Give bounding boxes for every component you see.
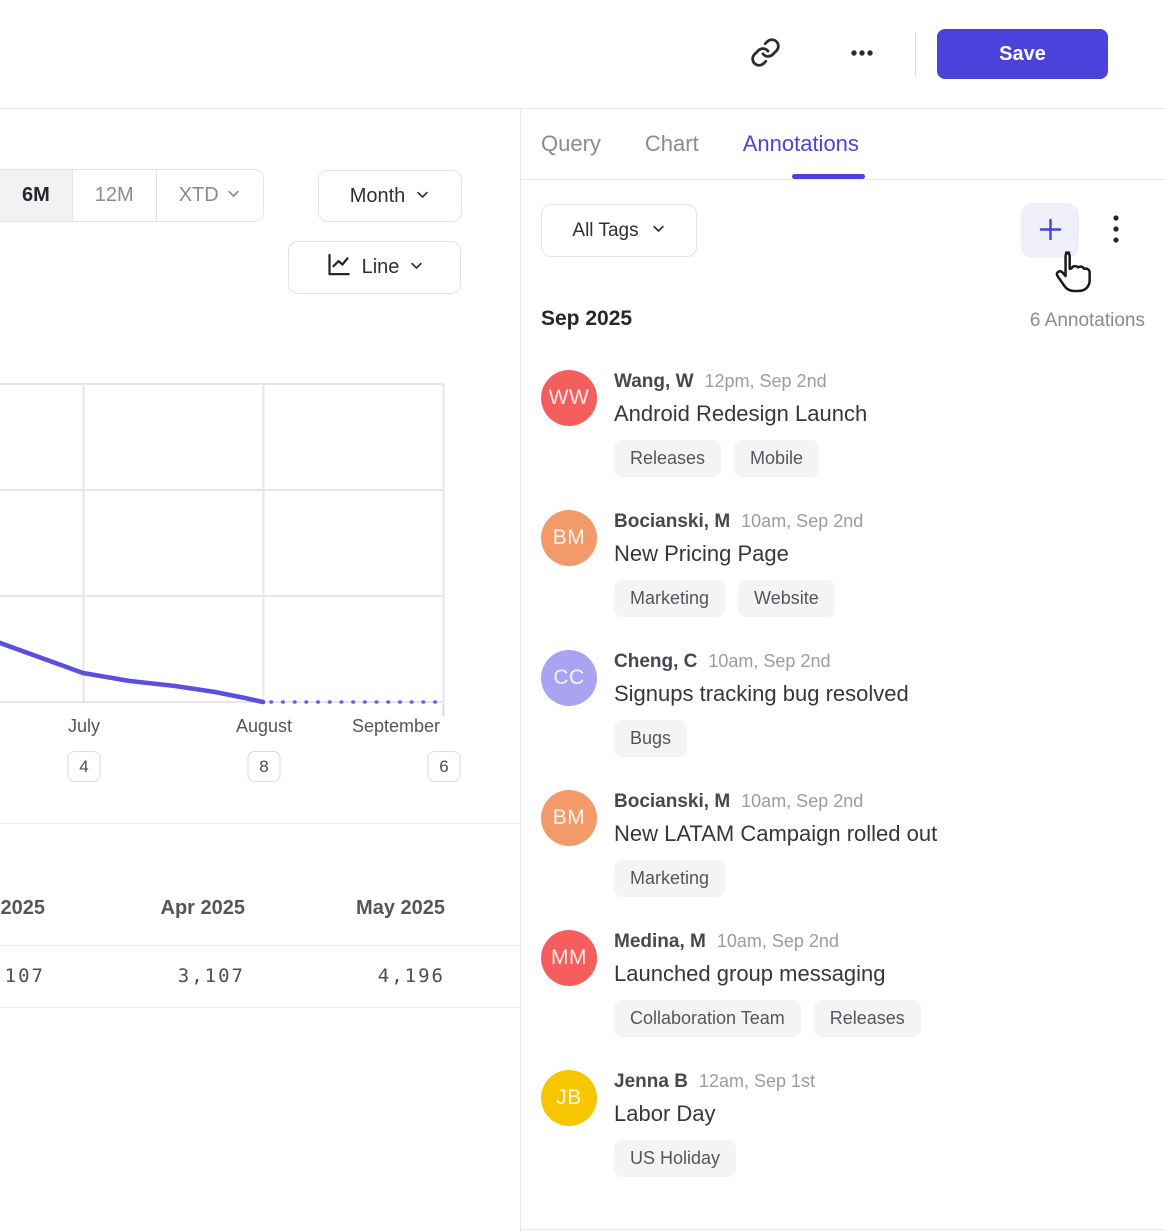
annotation-tag[interactable]: Marketing [614,860,726,897]
annotation-time: 10am, Sep 2nd [741,511,864,531]
annotation-author: Cheng, C [614,651,698,672]
annotation-group-count: 6 Annotations [1029,310,1145,331]
granularity-label: Month [349,184,406,207]
annotation-title: New Pricing Page [614,541,789,566]
annotation-time: 12am, Sep 1st [698,1071,815,1091]
annotation-title: Labor Day [614,1101,716,1126]
chevron-down-icon [226,184,241,207]
annotation-tag[interactable]: Marketing [614,580,726,617]
range-xtd-button[interactable]: XTD [156,170,263,221]
table-header-col1: 2025 [0,897,46,919]
tab-query[interactable]: Query [541,130,601,156]
annotation-title: New LATAM Campaign rolled out [614,821,938,846]
annotation-item[interactable]: BM Bocianski, M 10am, Sep 2nd New Pricin… [541,510,1147,617]
annotation-list: WW Wang, W 12pm, Sep 2nd Android Redesig… [541,370,1147,1177]
annotation-tag[interactable]: Bugs [614,720,688,757]
chart-type-label: Line [361,256,400,278]
annotation-count-badge-september[interactable]: 6 [427,751,461,782]
annotation-time: 10am, Sep 2nd [716,931,839,951]
annotation-tags: Collaboration Team Releases [614,1000,1147,1037]
avatar: BM [541,790,597,846]
annotation-title: Signups tracking bug resolved [614,681,909,706]
avatar: BM [541,510,597,566]
avatar: WW [541,370,597,426]
chart-type-dropdown[interactable]: Line [288,241,461,294]
avatar: JB [541,1070,597,1126]
table-header-col2: Apr 2025 [160,897,246,919]
tab-chart[interactable]: Chart [644,130,699,156]
chevron-down-icon [409,256,424,279]
annotation-tag[interactable]: Collaboration Team [614,1000,801,1037]
x-axis-label-july: July [67,716,101,736]
panel-divider [520,108,521,1232]
table-border [0,945,520,946]
tag-filter-dropdown[interactable]: All Tags [541,204,697,257]
avatar: MM [541,930,597,986]
table-header-col3: May 2025 [356,897,445,919]
annotation-tags: Releases Mobile [614,440,1147,477]
copy-link-button[interactable] [741,30,789,78]
x-axis-label-august: August [235,716,293,736]
annotations-menu-button[interactable] [1103,203,1129,258]
annotation-tag[interactable]: Releases [813,1000,921,1037]
panel-top-border [0,108,1164,109]
annotation-tag[interactable]: Mobile [734,440,820,477]
annotation-item[interactable]: MM Medina, M 10am, Sep 2nd Launched grou… [541,930,1147,1037]
table-border [0,823,520,824]
granularity-dropdown[interactable]: Month [318,170,462,222]
x-axis-label-september: September [351,716,441,736]
annotation-author: Bocianski, M [614,791,731,812]
annotation-time: 10am, Sep 2nd [741,791,864,811]
ellipsis-icon [844,35,880,74]
link-icon [750,37,781,71]
annotation-tag[interactable]: Website [738,580,835,617]
annotation-item[interactable]: BM Bocianski, M 10am, Sep 2nd New LATAM … [541,790,1147,897]
line-chart-plot[interactable] [0,383,520,723]
avatar: CC [541,650,597,706]
annotation-count-badge-august[interactable]: 8 [247,751,281,782]
range-12m-button[interactable]: 12M [72,170,157,221]
chevron-down-icon [415,185,430,208]
tab-annotations[interactable]: Annotations [742,130,859,156]
annotation-item[interactable]: JB Jenna B 12am, Sep 1st Labor Day US Ho… [541,1070,1147,1177]
annotation-time: 10am, Sep 2nd [708,651,831,671]
more-options-button[interactable] [838,30,886,78]
line-chart-icon [325,251,352,284]
active-tab-underline [792,174,865,179]
annotation-tag[interactable]: US Holiday [614,1140,737,1177]
table-value-col3: 4,196 [377,965,445,987]
table-value-col2: 3,107 [177,965,245,987]
annotation-author: Wang, W [614,371,694,392]
tag-filter-label: All Tags [572,219,639,241]
annotation-title: Android Redesign Launch [614,401,868,426]
annotation-item[interactable]: WW Wang, W 12pm, Sep 2nd Android Redesig… [541,370,1147,477]
table-border [0,1007,520,1008]
annotation-tags: Marketing Website [614,580,1147,617]
annotation-tags: Marketing [614,860,1147,897]
annotation-author: Medina, M [614,931,706,952]
annotation-item[interactable]: CC Cheng, C 10am, Sep 2nd Signups tracki… [541,650,1147,757]
annotation-time: 12pm, Sep 2nd [704,371,827,391]
range-6m-button[interactable]: 6M [0,170,73,221]
annotation-count-badge-july[interactable]: 4 [67,751,101,782]
tabbar-bottom-border [520,179,1164,180]
add-annotation-button[interactable] [1021,203,1079,258]
header-divider [915,32,916,76]
range-xtd-label: XTD [178,184,219,206]
annotation-group-header: Sep 2025 [541,307,633,330]
save-button[interactable]: Save [937,29,1108,79]
annotation-tag[interactable]: Releases [614,440,722,477]
plus-icon [1037,216,1064,246]
annotation-tags: Bugs [614,720,1147,757]
table-value-col1: 107 [4,965,45,987]
panel-bottom-border [520,1229,1164,1230]
annotation-author: Jenna B [614,1071,688,1092]
annotation-title: Launched group messaging [614,961,886,986]
date-range-selector: 6M 12M XTD [0,169,264,222]
chevron-down-icon [651,220,666,242]
kebab-icon [1104,211,1128,250]
panel-tab-bar: Query Chart Annotations [541,108,859,179]
annotation-tags: US Holiday [614,1140,1147,1177]
annotation-author: Bocianski, M [614,511,731,532]
